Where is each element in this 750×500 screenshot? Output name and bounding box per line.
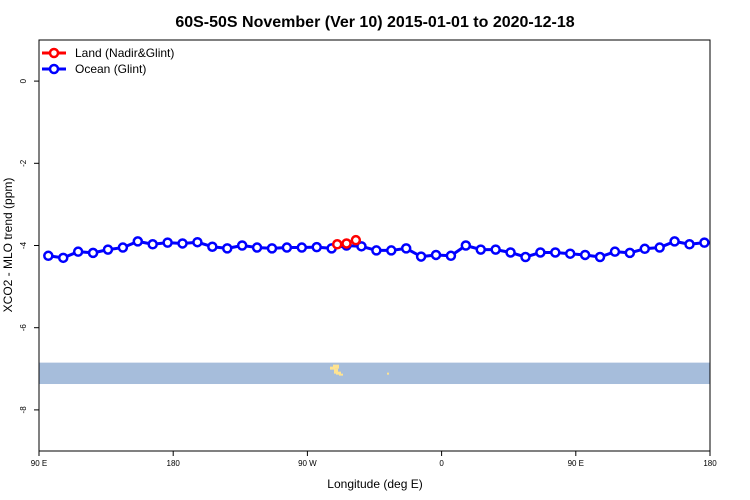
data-point — [117, 242, 129, 253]
x-axis: 90 E 180 90 W 0 90 E 180 — [31, 451, 717, 468]
data-point — [147, 239, 158, 250]
data-point — [400, 243, 412, 254]
data-point — [207, 241, 218, 252]
data-point — [296, 242, 308, 253]
data-point — [564, 248, 576, 259]
x-tick-label: 90 E — [568, 459, 584, 468]
legend-label: Land (Nadir&Glint) — [75, 46, 174, 60]
x-tick-label: 90 E — [31, 459, 47, 468]
y-axis: 0 -2 -4 -6 -8 — [19, 78, 39, 413]
data-point — [460, 240, 472, 251]
data-point — [535, 247, 546, 258]
data-point — [350, 234, 362, 246]
data-point — [251, 242, 263, 253]
data-point — [699, 237, 710, 248]
data-point — [475, 244, 486, 255]
data-point — [356, 241, 367, 252]
land-mass — [339, 373, 343, 376]
data-point — [669, 236, 680, 247]
legend-marker — [48, 63, 60, 75]
data-point — [72, 246, 84, 257]
data-point — [415, 251, 427, 262]
data-point — [57, 252, 69, 264]
map-overlay — [39, 362, 710, 385]
data-point — [43, 250, 54, 262]
data-point — [192, 236, 203, 248]
y-tick-label: 0 — [19, 78, 28, 83]
x-axis-label: Longitude (deg E) — [327, 477, 422, 491]
data-point — [311, 241, 322, 253]
ocean-band — [39, 362, 710, 385]
data-point — [177, 238, 188, 249]
data-point — [386, 245, 397, 256]
data-point — [520, 251, 531, 263]
data-point — [102, 244, 114, 255]
data-point — [236, 240, 248, 251]
y-axis-label: XCO2 - MLO trend (ppm) — [1, 178, 15, 313]
data-point — [579, 249, 591, 261]
x-tick-label: 180 — [703, 459, 717, 468]
data-point — [609, 246, 621, 257]
data-point — [490, 244, 501, 255]
series-layer — [43, 234, 710, 264]
land-mass — [330, 366, 335, 370]
legend: Land (Nadir&Glint) Ocean (Glint) — [42, 46, 174, 76]
x-tick-label: 90 W — [298, 459, 317, 468]
data-point — [281, 242, 293, 253]
data-point — [594, 251, 606, 263]
land-mass — [333, 364, 339, 369]
data-point — [654, 242, 665, 253]
data-point — [371, 245, 382, 256]
y-tick-label: -2 — [19, 159, 28, 167]
data-point — [222, 243, 233, 254]
data-point — [505, 247, 516, 258]
data-point — [341, 238, 352, 249]
data-point — [639, 243, 651, 255]
y-tick-label: -4 — [19, 241, 28, 249]
data-point — [331, 239, 343, 250]
data-point — [87, 247, 99, 259]
data-point — [430, 249, 442, 261]
data-point — [162, 237, 173, 248]
data-point — [624, 247, 636, 259]
land-mass — [334, 368, 338, 374]
data-point — [684, 239, 695, 250]
y-tick-label: -8 — [19, 406, 28, 414]
legend-label: Ocean (Glint) — [75, 62, 146, 76]
data-point — [266, 243, 278, 254]
legend-marker — [48, 47, 60, 59]
data-point — [445, 250, 457, 262]
land-mass — [387, 372, 389, 375]
x-tick-label: 180 — [167, 459, 181, 468]
data-point — [132, 236, 144, 247]
x-tick-label: 0 — [439, 459, 444, 468]
data-point — [550, 247, 561, 258]
y-tick-label: -6 — [19, 324, 28, 332]
land-mass — [336, 371, 341, 375]
chart-title: 60S-50S November (Ver 10) 2015-01-01 to … — [175, 14, 574, 31]
